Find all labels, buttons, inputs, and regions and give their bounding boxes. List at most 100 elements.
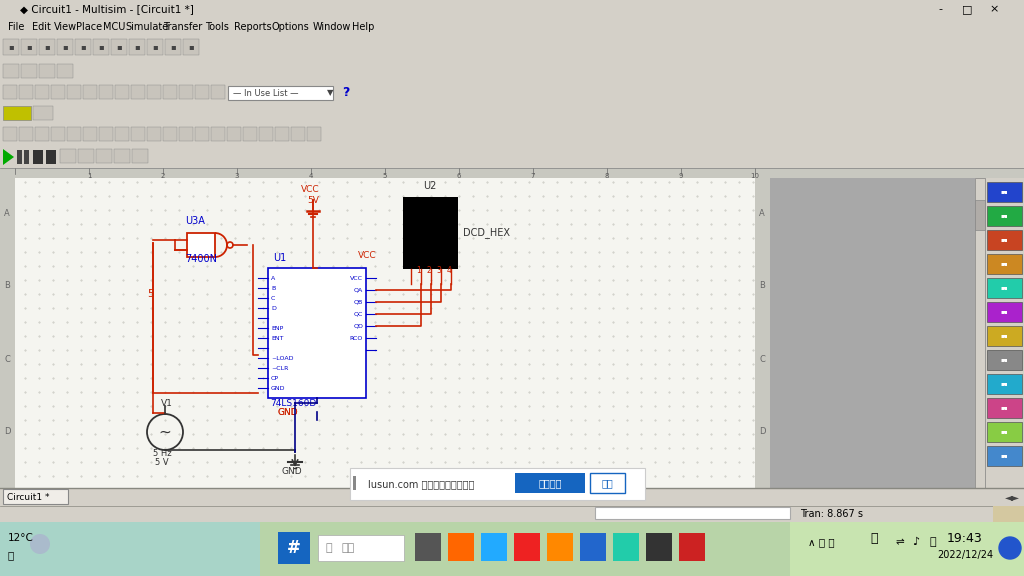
Bar bbox=[3, 489, 68, 504]
Bar bbox=[987, 446, 1022, 466]
Bar bbox=[590, 473, 625, 493]
Bar bbox=[987, 206, 1022, 226]
Text: 8: 8 bbox=[605, 173, 609, 179]
Text: ENP: ENP bbox=[271, 325, 284, 331]
Bar bbox=[3, 106, 31, 120]
Text: D: D bbox=[271, 305, 275, 310]
Bar bbox=[307, 127, 321, 141]
Bar bbox=[987, 254, 1022, 274]
Text: Tran: 8.867 s: Tran: 8.867 s bbox=[800, 509, 863, 519]
Text: 1: 1 bbox=[417, 266, 421, 275]
Text: GND: GND bbox=[278, 408, 299, 417]
Text: ~LOAD: ~LOAD bbox=[271, 355, 294, 361]
Bar bbox=[195, 127, 209, 141]
Bar bbox=[987, 278, 1022, 298]
Text: ▪▪: ▪▪ bbox=[1000, 381, 1008, 386]
Text: 3: 3 bbox=[436, 266, 441, 275]
Text: Simulate: Simulate bbox=[125, 22, 168, 32]
Bar bbox=[0, 168, 1024, 178]
Text: V1: V1 bbox=[161, 399, 173, 408]
Bar bbox=[211, 85, 225, 99]
Text: ~CLR: ~CLR bbox=[271, 366, 289, 370]
Text: ⇌: ⇌ bbox=[895, 537, 904, 547]
Text: QD: QD bbox=[353, 324, 362, 328]
Bar bbox=[24, 150, 29, 164]
Text: 搜索: 搜索 bbox=[342, 543, 355, 553]
Text: 中: 中 bbox=[870, 532, 878, 544]
Bar bbox=[993, 506, 1024, 522]
Text: ▪: ▪ bbox=[80, 43, 86, 51]
Bar bbox=[147, 39, 163, 55]
Text: ▪▪: ▪▪ bbox=[1000, 262, 1008, 267]
Text: QB: QB bbox=[353, 300, 362, 305]
Text: C: C bbox=[759, 354, 765, 363]
Bar bbox=[268, 268, 366, 398]
Bar bbox=[0, 506, 1024, 522]
Bar bbox=[514, 533, 540, 561]
Text: MCU: MCU bbox=[103, 22, 125, 32]
Text: ▪: ▪ bbox=[153, 43, 158, 51]
Bar bbox=[228, 86, 333, 100]
Bar bbox=[278, 532, 310, 564]
Bar bbox=[57, 64, 73, 78]
Bar bbox=[15, 178, 755, 488]
Bar bbox=[39, 64, 55, 78]
Bar bbox=[481, 533, 507, 561]
Bar bbox=[0, 104, 1024, 124]
Text: ~: ~ bbox=[159, 425, 171, 439]
Text: ▪: ▪ bbox=[27, 43, 32, 51]
Bar bbox=[679, 533, 705, 561]
Bar bbox=[19, 85, 33, 99]
Bar bbox=[99, 85, 113, 99]
Bar bbox=[987, 422, 1022, 442]
Bar bbox=[17, 150, 22, 164]
Bar bbox=[67, 127, 81, 141]
Text: lusun.com 正在共享你的屏幕。: lusun.com 正在共享你的屏幕。 bbox=[368, 479, 474, 489]
Bar bbox=[987, 302, 1022, 322]
Bar bbox=[60, 149, 76, 163]
Text: ▪▪: ▪▪ bbox=[1000, 334, 1008, 339]
Text: ▪: ▪ bbox=[116, 43, 122, 51]
Bar bbox=[147, 85, 161, 99]
Text: ▪: ▪ bbox=[44, 43, 50, 51]
Bar bbox=[403, 197, 458, 269]
Text: ▪: ▪ bbox=[170, 43, 176, 51]
Bar bbox=[211, 127, 225, 141]
Text: -: - bbox=[938, 4, 942, 14]
Bar bbox=[115, 85, 129, 99]
Text: 拦截: 拦截 bbox=[601, 478, 613, 488]
Text: Help: Help bbox=[352, 22, 375, 32]
Bar bbox=[33, 150, 43, 164]
Text: 5V: 5V bbox=[307, 196, 318, 205]
Text: C: C bbox=[271, 295, 275, 301]
Bar bbox=[111, 39, 127, 55]
Bar bbox=[987, 398, 1022, 418]
Bar bbox=[179, 127, 193, 141]
Text: A: A bbox=[271, 275, 275, 281]
Bar bbox=[129, 39, 145, 55]
Text: ▪▪: ▪▪ bbox=[1000, 358, 1008, 362]
Bar bbox=[790, 522, 1024, 576]
Bar bbox=[115, 127, 129, 141]
Bar bbox=[78, 149, 94, 163]
Text: ▪▪: ▪▪ bbox=[1000, 453, 1008, 458]
Text: C: C bbox=[4, 354, 10, 363]
Text: Options: Options bbox=[272, 22, 309, 32]
Text: Tools: Tools bbox=[205, 22, 229, 32]
Text: ENT: ENT bbox=[271, 335, 284, 340]
Text: ▪: ▪ bbox=[8, 43, 13, 51]
Bar bbox=[195, 85, 209, 99]
Bar bbox=[165, 39, 181, 55]
Bar bbox=[0, 18, 1024, 36]
Bar bbox=[163, 127, 177, 141]
Text: ×: × bbox=[989, 4, 998, 14]
Bar bbox=[547, 533, 573, 561]
Text: File: File bbox=[8, 22, 25, 32]
Bar bbox=[987, 230, 1022, 250]
Text: View: View bbox=[54, 22, 77, 32]
Bar bbox=[227, 127, 241, 141]
Bar bbox=[259, 127, 273, 141]
Bar bbox=[3, 64, 19, 78]
Bar bbox=[3, 39, 19, 55]
Text: QA: QA bbox=[353, 287, 362, 293]
